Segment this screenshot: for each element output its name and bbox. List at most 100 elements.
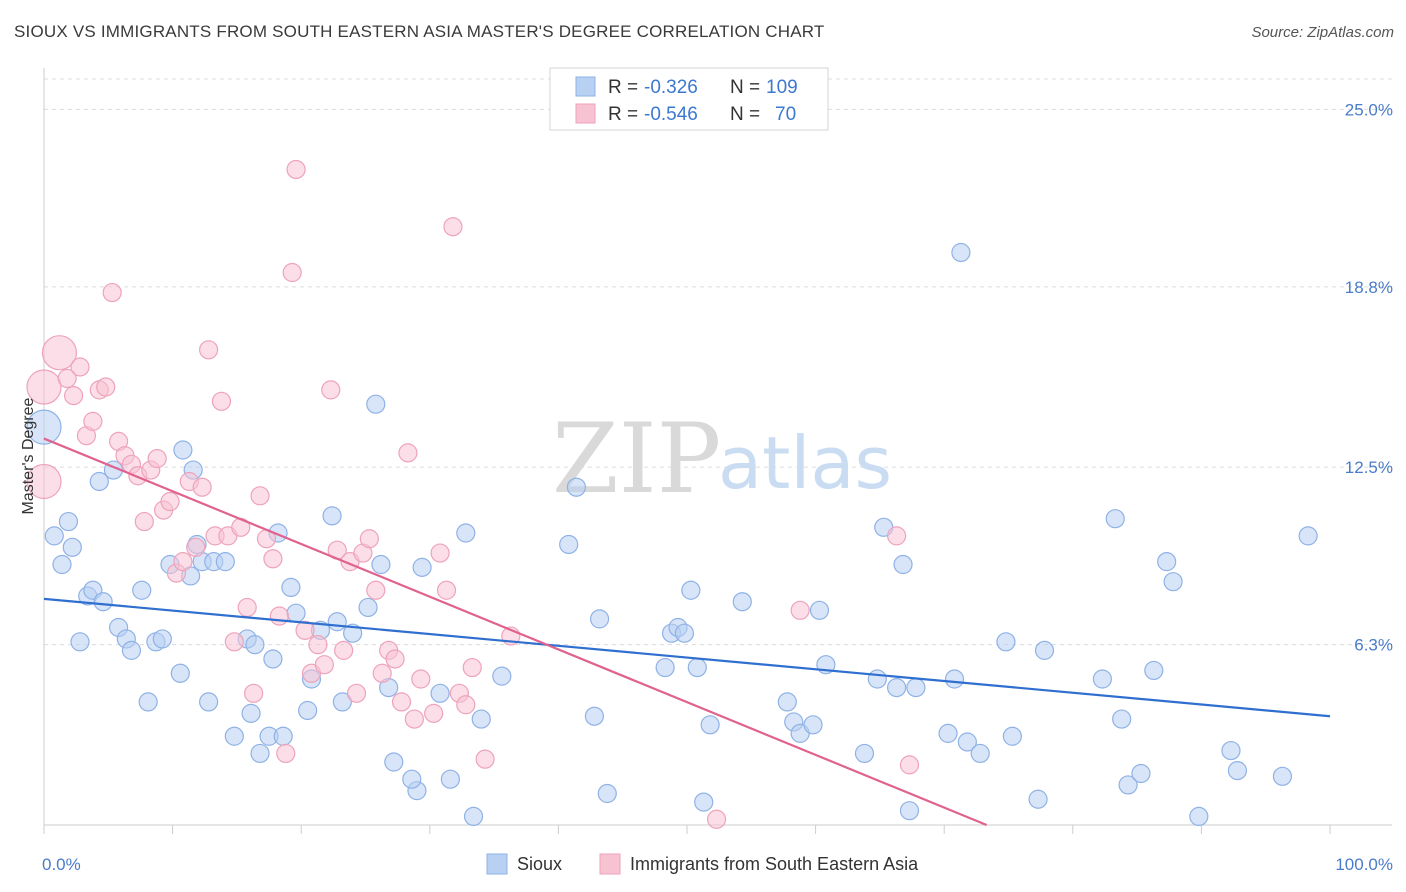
immig-point — [26, 463, 62, 500]
sioux-point — [1221, 740, 1241, 761]
immig-point — [250, 486, 270, 506]
immig-point — [63, 386, 84, 406]
sioux-point — [681, 580, 701, 600]
immig-point — [263, 549, 283, 569]
sioux-point — [854, 743, 875, 764]
sioux-point — [281, 577, 301, 598]
sioux-point — [199, 692, 219, 712]
immig-point — [462, 657, 482, 678]
sioux-point — [1163, 572, 1183, 592]
immig-point — [308, 635, 328, 655]
bottom-legend-sioux-swatch — [486, 853, 508, 875]
sioux-point — [899, 801, 920, 821]
sioux-point — [26, 409, 62, 445]
sioux-point — [694, 792, 714, 812]
sioux-point — [327, 612, 347, 632]
sioux-point — [263, 649, 283, 669]
bottom-legend-immig-swatch — [599, 853, 621, 875]
immig-point — [295, 620, 315, 640]
sioux-point — [655, 657, 675, 678]
source-label: Source: ZipAtlas.com — [1251, 24, 1394, 41]
immig-point — [411, 669, 431, 689]
immig-point — [147, 448, 167, 469]
sioux-point — [456, 523, 476, 543]
legend-sioux-r-value: -0.326 — [644, 77, 698, 98]
immig-point — [321, 380, 341, 400]
immig-point — [276, 743, 296, 764]
immig-point — [186, 537, 206, 557]
immig-point — [70, 357, 90, 377]
immig-point — [211, 391, 232, 411]
immig-point — [424, 703, 444, 723]
legend-sioux-swatch — [575, 76, 596, 97]
sioux-point — [893, 554, 913, 575]
sioux-point — [777, 692, 797, 712]
sioux-point — [687, 657, 707, 678]
immig-point — [366, 580, 386, 600]
sioux-point — [584, 706, 605, 726]
immig-point — [887, 526, 907, 546]
legend-sioux-r-label: R = — [608, 77, 638, 98]
legend-box — [549, 67, 829, 131]
immig-point — [391, 692, 412, 712]
immig-point — [436, 580, 457, 600]
immig-point — [26, 369, 62, 405]
x-tick-label: 0.0% — [42, 855, 81, 874]
sioux-point — [1034, 640, 1055, 660]
sioux-point — [1298, 526, 1318, 546]
sioux-point — [358, 597, 378, 618]
sioux-point — [867, 669, 887, 689]
sioux-point — [803, 715, 823, 735]
y-axis-label: Master's Degree — [20, 397, 37, 514]
immig-point — [244, 683, 264, 703]
sioux-point — [1227, 761, 1248, 781]
sioux-point — [402, 769, 422, 789]
sioux-point — [132, 580, 152, 600]
y-tick-label: 6.3% — [1354, 636, 1393, 655]
immig-point — [443, 217, 463, 237]
sioux-point — [1131, 763, 1151, 784]
sioux-point — [996, 632, 1016, 652]
sioux-point — [152, 629, 172, 649]
sioux-point — [1092, 669, 1112, 689]
watermark: ZIP atlas — [552, 403, 892, 515]
legend: R = -0.326 N = 109 R = -0.546 N = 70 — [549, 67, 829, 131]
immig-point — [314, 655, 334, 675]
sioux-point — [298, 700, 318, 721]
y-tick-labels: 25.0% 18.8% 12.5% 6.3% — [1345, 100, 1393, 654]
sioux-point — [173, 440, 193, 460]
sioux-point — [44, 526, 64, 546]
sioux-point — [492, 666, 512, 686]
legend-sioux-n-label: N = — [730, 77, 760, 98]
sioux-point — [732, 592, 752, 612]
sioux-point — [887, 677, 907, 698]
watermark-atlas: atlas — [718, 421, 892, 505]
immig-trend-line — [43, 437, 988, 827]
immig-point — [899, 755, 920, 775]
immig-point — [102, 282, 122, 303]
sioux-point — [52, 554, 72, 575]
y-tick-label: 18.8% — [1345, 278, 1393, 297]
grid-lines — [44, 78, 1392, 646]
sioux-point — [944, 669, 965, 689]
sioux-point — [250, 743, 270, 764]
immig-point — [475, 749, 495, 769]
sioux-point — [957, 732, 977, 752]
immig-point — [456, 695, 476, 715]
sioux-point — [245, 635, 265, 655]
sioux-point — [371, 554, 391, 575]
immig-point — [790, 600, 810, 620]
sioux-point — [1028, 789, 1048, 809]
sioux-point — [559, 534, 579, 555]
legend-immig-n-value: 70 — [775, 104, 796, 125]
immig-point — [706, 809, 727, 829]
sioux-point — [170, 663, 190, 683]
sioux-point — [89, 471, 109, 492]
sioux-point — [1112, 709, 1132, 729]
sioux-point — [700, 715, 720, 735]
sioux-point — [93, 592, 113, 612]
sioux-point — [430, 683, 450, 703]
sioux-point — [1002, 726, 1022, 746]
sioux-point — [121, 640, 142, 660]
immig-point — [237, 597, 257, 618]
